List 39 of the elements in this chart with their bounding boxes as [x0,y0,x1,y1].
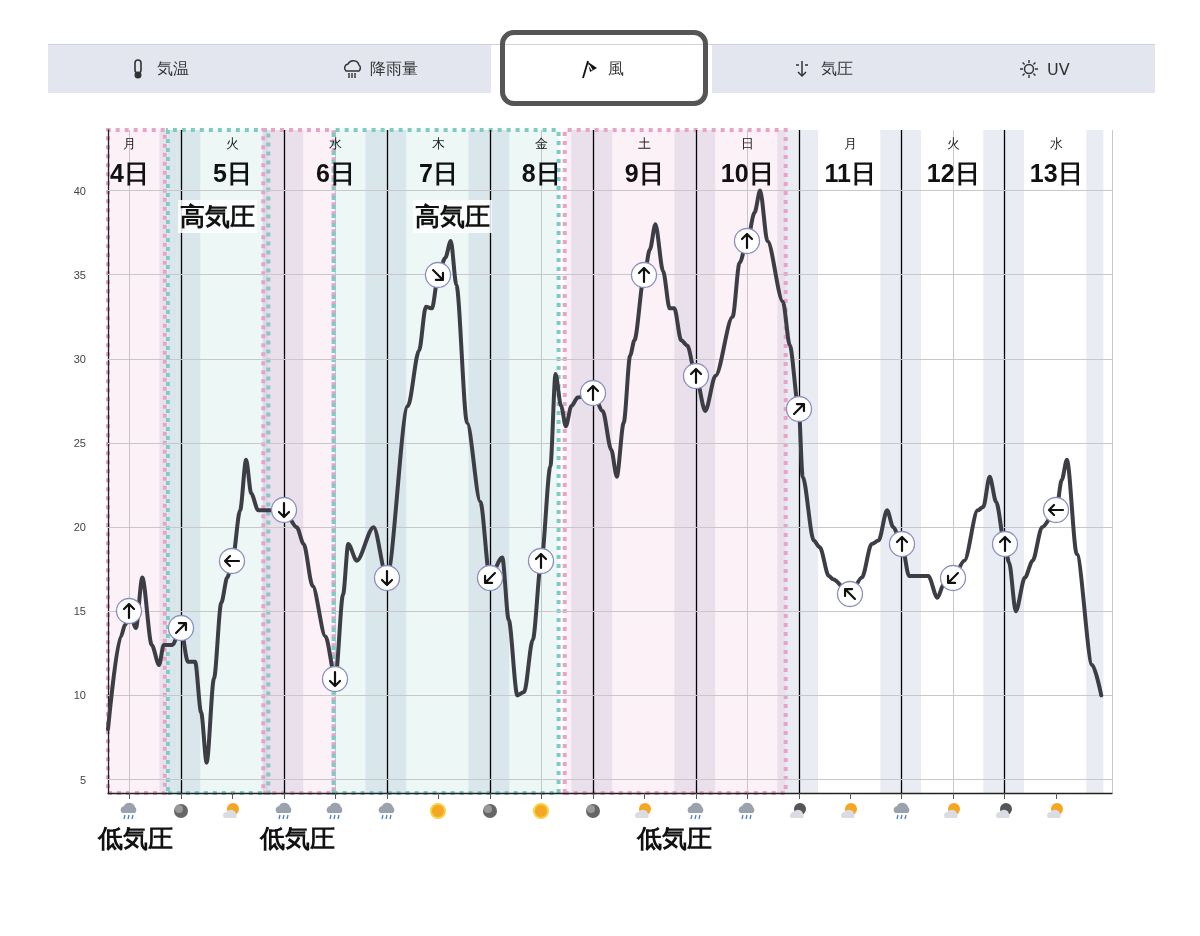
text: 風 [607,58,624,80]
x-tick-label: 13日 [1029,158,1083,187]
text: 気圧 [820,58,853,80]
x-tick-label: 12日 [926,158,980,187]
annotation: 金 [533,135,549,153]
x-tick-label: 4日 [109,158,149,187]
band-label: 低気圧 [635,822,715,855]
y-tick-label: 15 [73,605,86,618]
x-tick-label: 9日 [624,158,664,187]
annotation: 水 [327,135,343,153]
x-tick-label: 7日 [418,158,458,187]
annotation: 木 [430,135,446,153]
line-series [106,188,1104,765]
y-tick-label: 30 [73,352,86,365]
annotation: 日 [739,135,755,153]
y-tick-label: 40 [73,184,86,197]
annotation: 火 [945,135,961,153]
x-tick-label: 11日 [824,158,876,187]
y-tick-label: 10 [73,689,86,702]
text: 降雨量 [370,58,419,80]
annotation: 月 [121,135,137,153]
y-tick-label: 5 [79,773,86,786]
x-tick-label: 5日 [212,158,252,187]
x-tick-label: 8日 [521,158,561,187]
y-tick-label: 25 [73,436,86,449]
y-tick-label: 35 [73,268,86,281]
band-label: 低気圧 [96,822,176,855]
y-tick-label: 20 [73,521,86,534]
x-tick-label: 10日 [720,158,774,187]
annotation: 土 [636,135,652,153]
annotation: 月 [842,135,858,153]
x-tick-label: 6日 [315,158,355,187]
text: UV [1047,59,1070,79]
band-label: 高気圧 [178,200,257,233]
annotation: 火 [224,135,240,153]
band-label: 高気圧 [413,200,492,233]
band-label: 低気圧 [258,822,338,855]
annotation: 水 [1048,135,1064,153]
text: 気温 [156,58,189,80]
